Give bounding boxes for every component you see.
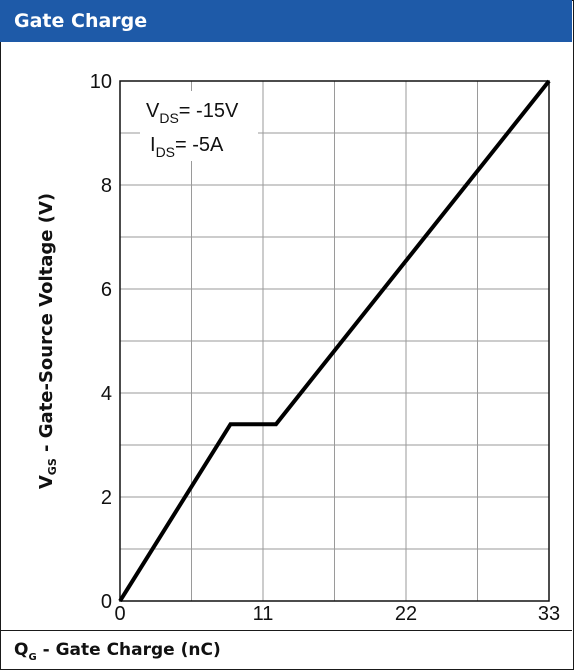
y-tick-label: 0 [101, 591, 112, 613]
x-tick-label: 33 [538, 603, 560, 625]
chart-title: Gate Charge [14, 10, 148, 32]
y-axis-label: VGS - Gate-Source Voltage (V) [36, 193, 59, 489]
grid [120, 81, 549, 601]
x-label-main: Q [14, 640, 29, 660]
x-tick-labels: 0 11 22 33 [114, 603, 560, 625]
x-label-sub: G [28, 652, 37, 663]
y-tick-label: 4 [101, 383, 112, 405]
x-axis-label: QG - Gate Charge (nC) [0, 630, 572, 668]
y-tick-label: 8 [101, 175, 112, 197]
series-group [118, 79, 551, 603]
x-tick-label: 11 [253, 603, 274, 625]
annotation-ids: IDS= -5A [150, 134, 224, 160]
gate-charge-chart: 0 2 4 6 8 10 0 11 22 33 VDS= -15V IDS= -5A VGS -… [36, 71, 560, 625]
x-tick-label: 22 [395, 603, 417, 625]
x-tick-label: 0 [114, 603, 125, 625]
annotation-vds: VDS= -15V [146, 100, 239, 126]
series-line [118, 79, 551, 603]
chart-header: Gate Charge [0, 0, 572, 42]
x-label-rest: - Gate Charge (nC) [36, 640, 221, 660]
y-tick-labels: 0 2 4 6 8 10 [90, 71, 112, 613]
annotation-box [140, 91, 258, 161]
y-tick-label: 6 [101, 279, 112, 301]
y-tick-label: 10 [90, 71, 112, 93]
y-tick-label: 2 [101, 487, 112, 509]
plot-area [119, 80, 550, 602]
